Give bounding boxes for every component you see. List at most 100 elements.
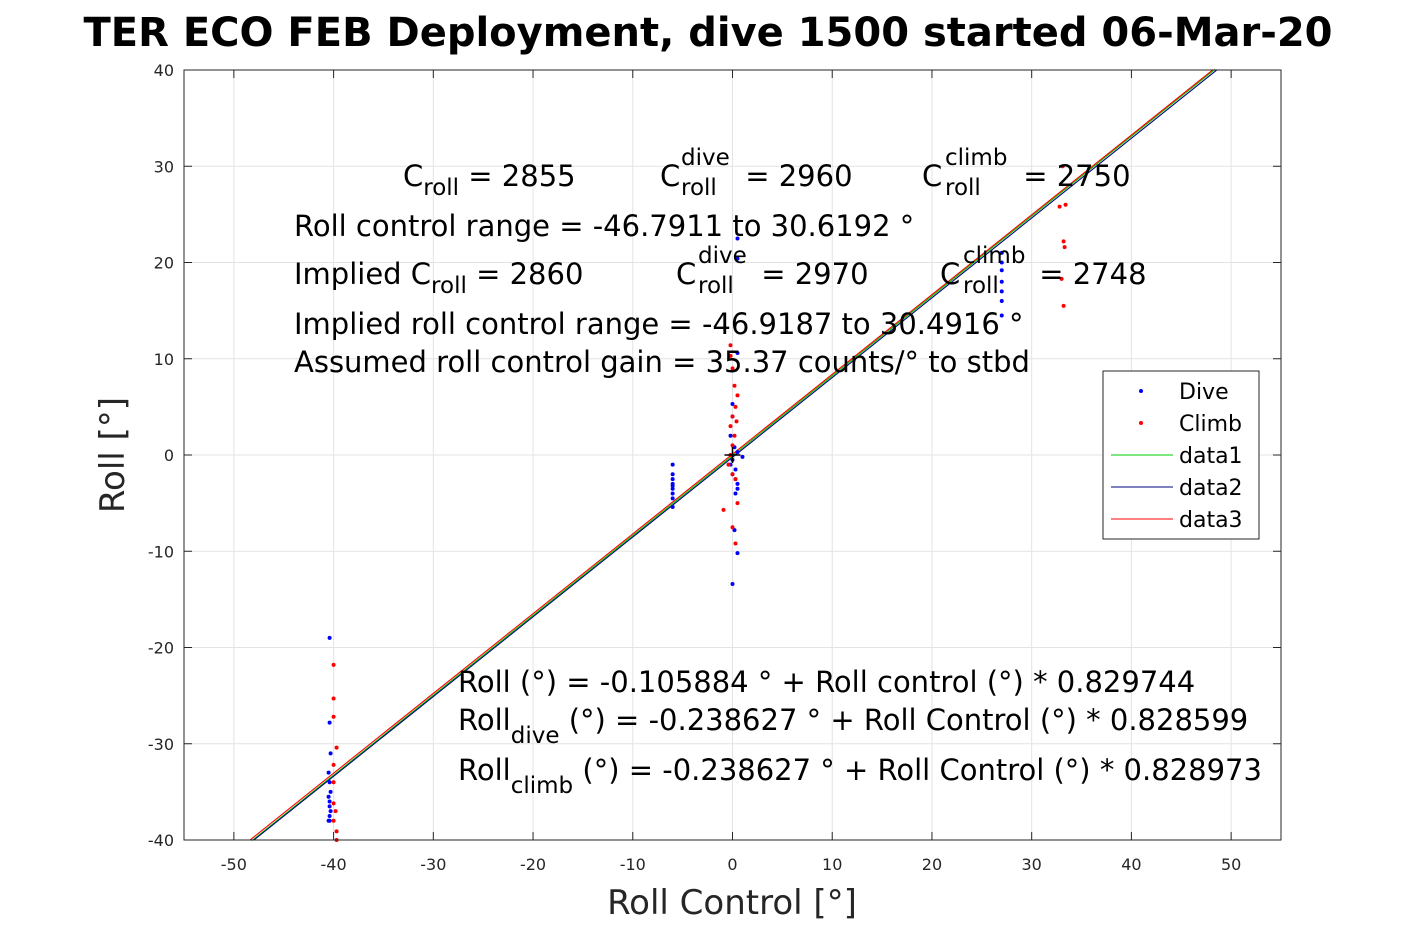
point-climb	[730, 366, 735, 371]
point-climb	[726, 462, 731, 467]
y-tick-label: -30	[148, 735, 174, 754]
y-tick-label: 40	[154, 61, 174, 80]
point-climb	[1060, 164, 1065, 169]
fit-climb-equation-text: Rollclimb (°) = -0.238627 ° + Roll Contr…	[458, 753, 1262, 799]
point-dive	[328, 789, 333, 794]
point-dive	[327, 813, 332, 818]
point-dive	[327, 804, 332, 809]
point-dive	[730, 401, 735, 406]
point-dive	[327, 799, 332, 804]
implied-croll-dive-text: Crolldive = 2970	[676, 243, 869, 299]
point-dive	[670, 491, 675, 496]
point-climb	[730, 525, 735, 530]
point-climb	[728, 353, 733, 358]
legend-label: data2	[1179, 476, 1243, 501]
legend-label: data1	[1179, 444, 1243, 469]
point-climb	[331, 780, 336, 785]
x-tick-label: -40	[321, 855, 347, 874]
point-dive	[327, 818, 332, 823]
point-climb	[732, 433, 737, 438]
point-dive	[670, 462, 675, 467]
y-tick-label: -40	[148, 831, 174, 850]
point-climb	[730, 443, 735, 448]
point-dive	[735, 486, 740, 491]
point-dive	[735, 551, 740, 556]
point-dive	[999, 299, 1004, 303]
point-climb	[331, 801, 336, 806]
x-axis-label: Roll Control [°]	[607, 883, 857, 923]
point-climb	[732, 383, 737, 388]
point-climb	[733, 404, 738, 409]
point-climb	[735, 501, 740, 506]
point-dive	[733, 467, 738, 472]
point-dive	[670, 486, 675, 491]
point-dive	[999, 313, 1004, 318]
x-tick-label: 10	[822, 855, 842, 874]
y-axis-label: Roll [°]	[93, 397, 133, 513]
point-dive	[740, 454, 745, 459]
y-tick-label: 0	[164, 446, 174, 465]
croll-text: Croll = 2855	[403, 159, 576, 201]
point-dive	[326, 770, 331, 775]
legend: Dive Climb data1 data2 data3	[1102, 370, 1260, 540]
point-climb	[333, 809, 338, 814]
point-dive	[670, 477, 675, 482]
point-dive	[735, 481, 740, 486]
point-dive	[735, 256, 740, 261]
legend-label: Dive	[1179, 380, 1229, 405]
x-tick-label: -30	[420, 855, 446, 874]
point-dive	[999, 289, 1004, 294]
point-climb	[730, 414, 735, 419]
point-dive	[999, 260, 1004, 265]
y-tick-label: 30	[154, 157, 174, 176]
point-climb	[735, 393, 740, 398]
legend-label: Climb	[1179, 412, 1242, 437]
fit-dive-equation-text: Rolldive (°) = -0.238627 ° + Roll Contro…	[458, 703, 1248, 749]
x-tick-label: 50	[1221, 855, 1241, 874]
point-dive	[670, 504, 675, 509]
point-dive	[327, 635, 332, 640]
x-tick-label: -50	[221, 855, 247, 874]
legend-label: data3	[1179, 508, 1243, 533]
point-climb	[1057, 204, 1062, 209]
point-dive	[733, 491, 738, 496]
point-climb	[1062, 245, 1067, 250]
y-tick-label: 10	[154, 350, 174, 369]
point-dive	[735, 236, 740, 241]
legend-marker-climb	[1139, 421, 1143, 425]
x-tick-label: -20	[520, 855, 546, 874]
point-climb	[728, 343, 733, 348]
point-climb	[734, 419, 739, 424]
point-climb	[334, 745, 339, 750]
chart-title: TER ECO FEB Deployment, dive 1500 starte…	[83, 10, 1332, 56]
point-climb	[721, 507, 726, 512]
x-axis: -50 -40 -30 -20 -10 0 10 20 30 40 50	[221, 70, 1241, 874]
point-climb	[1061, 303, 1066, 308]
point-dive	[328, 809, 333, 814]
point-climb	[334, 829, 339, 834]
point-climb	[331, 696, 336, 701]
point-dive	[732, 528, 737, 533]
point-climb	[730, 472, 735, 477]
x-tick-label: 20	[922, 855, 942, 874]
y-tick-label: 20	[154, 254, 174, 273]
x-tick-label: -10	[620, 855, 646, 874]
point-dive	[999, 268, 1004, 273]
point-climb	[1059, 276, 1064, 281]
implied-range-text: Implied roll control range = -46.9187 to…	[294, 307, 1024, 341]
point-dive	[735, 450, 740, 455]
point-dive	[999, 250, 1004, 255]
point-dive	[670, 496, 675, 501]
fit-equation-text: Roll (°) = -0.105884 ° + Roll control (°…	[458, 665, 1195, 699]
point-climb	[1063, 202, 1068, 207]
point-dive	[999, 279, 1004, 284]
point-climb	[1061, 239, 1066, 244]
legend-marker-dive	[1139, 389, 1143, 393]
point-dive	[730, 581, 735, 586]
point-dive	[735, 350, 740, 355]
point-climb	[331, 714, 336, 719]
point-dive	[670, 483, 675, 488]
